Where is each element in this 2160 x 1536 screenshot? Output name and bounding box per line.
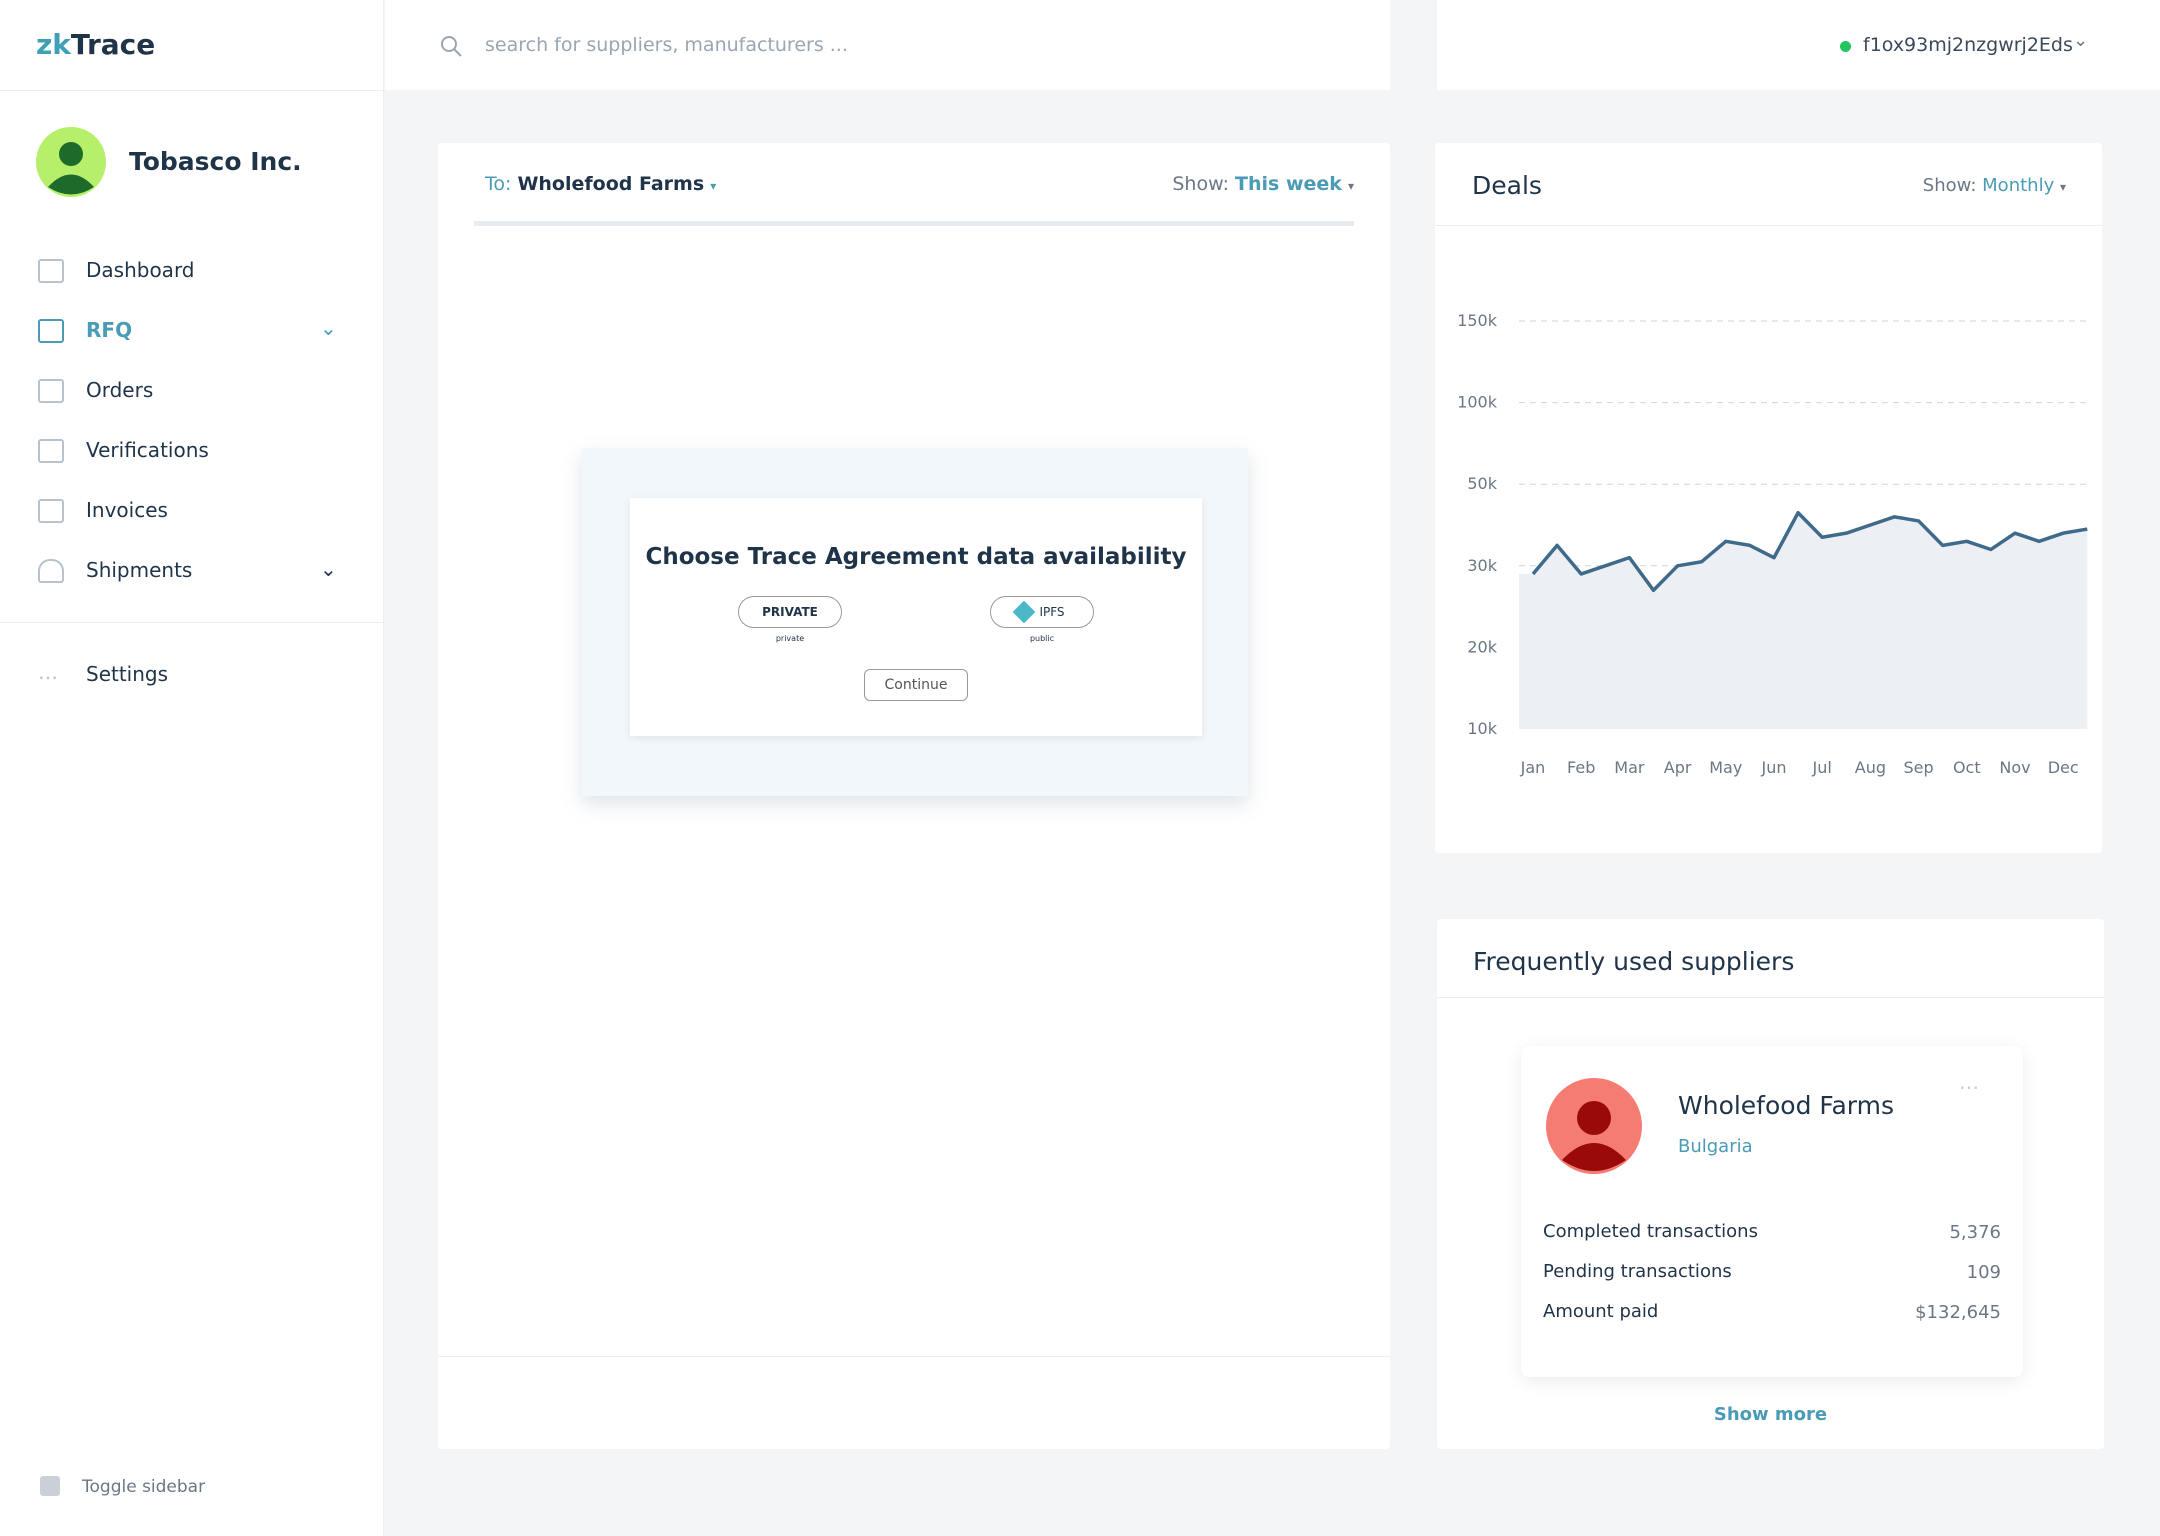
show-label: Show: [1172, 173, 1229, 195]
stat-label: Pending transactions [1543, 1261, 1732, 1282]
to-selector[interactable]: To: Wholefood Farms ▾ [485, 173, 717, 195]
chevron[interactable]: ⌄ [320, 557, 337, 581]
divider [0, 90, 384, 91]
chevron[interactable]: ⌄ [2073, 30, 2089, 51]
nav-icon [38, 499, 64, 523]
nav-icon [38, 559, 64, 583]
nav-item[interactable]: Verifications [86, 438, 209, 462]
to-label: To: [485, 173, 512, 195]
nav-item[interactable]: Settings [86, 662, 169, 686]
search-bar[interactable]: search for suppliers, manufacturers ... [385, 0, 1390, 90]
nav-icon [38, 319, 64, 343]
continue-button[interactable]: Continue [864, 669, 968, 701]
supplier-country: Bulgaria [1678, 1136, 1753, 1157]
option-caption: private [775, 634, 805, 643]
nav-icon [38, 439, 64, 463]
logo-prefix: zk [36, 28, 71, 61]
divider [438, 1356, 1390, 1357]
company-name: Tobasco Inc. [129, 147, 302, 176]
main-card: To: Wholefood Farms ▾ Show: This week ▾ … [438, 143, 1390, 1449]
divider [1435, 225, 2102, 226]
settings-icon: … [38, 660, 58, 684]
search-icon [441, 36, 462, 57]
show-more[interactable]: Show more [1713, 1404, 1828, 1425]
stat-value: 5,376 [1949, 1222, 2001, 1243]
show-value: Monthly [1982, 175, 2055, 196]
stat-value: 109 [1966, 1262, 2001, 1283]
stat-label: Completed transactions [1543, 1221, 1758, 1242]
toggle-sidebar[interactable]: Toggle sidebar [82, 1477, 206, 1497]
toggle-icon [40, 1476, 60, 1496]
nav-item[interactable]: RFQ [86, 318, 133, 342]
divider [1437, 997, 2104, 998]
nav-icon [38, 259, 64, 283]
wallet-address[interactable]: f1ox93mj2nzgwrj2Eds [1863, 34, 2073, 56]
topbar-right: f1ox93mj2nzgwrj2Eds ⌄ [1437, 0, 2160, 90]
company-avatar [36, 127, 106, 197]
stat-label: Amount paid [1543, 1301, 1659, 1322]
show-label: Show: [1922, 175, 1977, 196]
period-selector[interactable]: Show: This week ▾ [1172, 173, 1354, 195]
modal-title: Choose Trace Agreement data availability [645, 544, 1187, 570]
logo[interactable]: zkTrace [36, 28, 155, 61]
status-dot [1840, 41, 1851, 52]
nav-item[interactable]: Invoices [86, 498, 168, 522]
suppliers-card: Frequently used suppliers Wholefood Farm… [1437, 919, 2104, 1449]
progress-track [474, 221, 1354, 226]
deals-card: Deals Show: Monthly ▾ [1435, 143, 2102, 853]
logo-rest: Trace [70, 28, 156, 61]
show-value: This week [1235, 173, 1342, 195]
deals-period[interactable]: Show: Monthly ▾ [1922, 175, 2066, 196]
nav-icon [38, 379, 64, 403]
divider [0, 622, 384, 623]
to-value: Wholefood Farms [517, 173, 705, 195]
deals-title: Deals [1472, 171, 1542, 200]
sidebar: zkTrace Tobasco Inc. Dashboard RFQ ⌄ Ord… [0, 0, 384, 1536]
option-ipfs[interactable]: IPFS [990, 596, 1094, 628]
option-private[interactable]: PRIVATE [738, 596, 842, 628]
supplier-avatar [1546, 1078, 1642, 1174]
option-caption: public [1029, 634, 1055, 643]
stat-value: $132,645 [1915, 1302, 2001, 1323]
supplier-name: Wholefood Farms [1678, 1091, 1895, 1120]
modal: Choose Trace Agreement data availability… [630, 498, 1202, 736]
modal-backdrop: Choose Trace Agreement data availability… [582, 448, 1248, 796]
more-menu[interactable]: … [1959, 1070, 1979, 1094]
nav-item[interactable]: Dashboard [86, 258, 195, 282]
search-placeholder: search for suppliers, manufacturers ... [485, 34, 848, 56]
supplier-card[interactable]: Wholefood Farms Bulgaria … Completed tra… [1521, 1046, 2023, 1377]
nav-item[interactable]: Shipments [86, 558, 193, 582]
nav-item[interactable]: Orders [86, 378, 154, 402]
suppliers-title: Frequently used suppliers [1473, 947, 1795, 976]
chevron[interactable]: ⌄ [320, 316, 337, 340]
